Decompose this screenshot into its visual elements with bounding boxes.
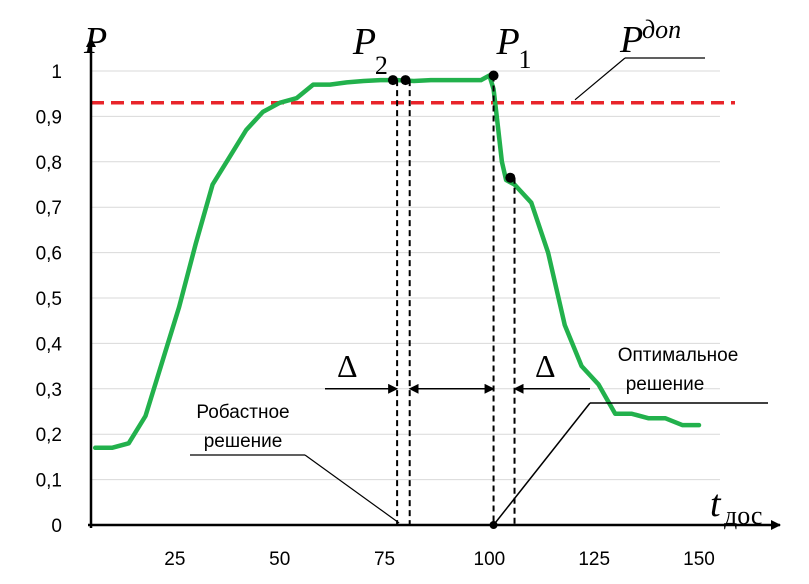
optimal-label-line1: Оптимальное [618,345,739,366]
threshold-leader [574,57,626,101]
y-tick-label: 1 [51,62,62,83]
y-tick-label: 0,4 [36,334,63,355]
delta-label: Δ [535,348,556,384]
threshold-label: P [619,19,643,61]
x-tick-label: 125 [578,549,610,570]
y-tick-label: 0,6 [36,244,62,265]
y-tick-label: 0 [51,516,62,537]
robust-label-line1: Робастное [196,402,289,423]
robust-label-line2: решение [204,431,283,452]
y-tick-label: 0,9 [36,107,62,128]
x-tick-label: 100 [474,549,506,570]
point-label-p1-sub: 1 [519,45,532,74]
y-tick-label: 0,3 [36,380,62,401]
point-label-p2: P [352,21,376,63]
gridlines [91,70,720,481]
point-marker [400,75,411,86]
y-tick-label: 0,5 [36,289,62,310]
delta-label: Δ [337,348,358,384]
series-layer [92,73,702,451]
x-axis-title-sub: дос [724,501,762,530]
optimal-origin-point [489,521,498,529]
y-tick-label: 0,2 [36,425,62,446]
robust-leader [304,454,400,524]
x-tick-label: 25 [164,549,185,570]
x-tick-label: 50 [269,549,290,570]
point-marker [488,70,499,81]
y-tick-label: 0,1 [36,471,62,492]
y-axis-title: P [83,20,107,62]
point-label-p1: P [496,21,520,63]
point-marker [387,75,398,86]
y-tick-label: 0,8 [36,153,62,174]
x-tick-label: 150 [683,549,715,570]
y-tick-label: 0,7 [36,198,62,219]
point-label-p2-sub: 2 [375,51,388,80]
x-axis-title: t [710,483,722,525]
optimal-leader [492,402,591,526]
threshold-label-sup: доп [642,15,681,44]
optimal-label-line2: решение [626,374,705,395]
point-marker [505,172,516,183]
series-line [92,73,702,451]
x-tick-label: 75 [374,549,395,570]
